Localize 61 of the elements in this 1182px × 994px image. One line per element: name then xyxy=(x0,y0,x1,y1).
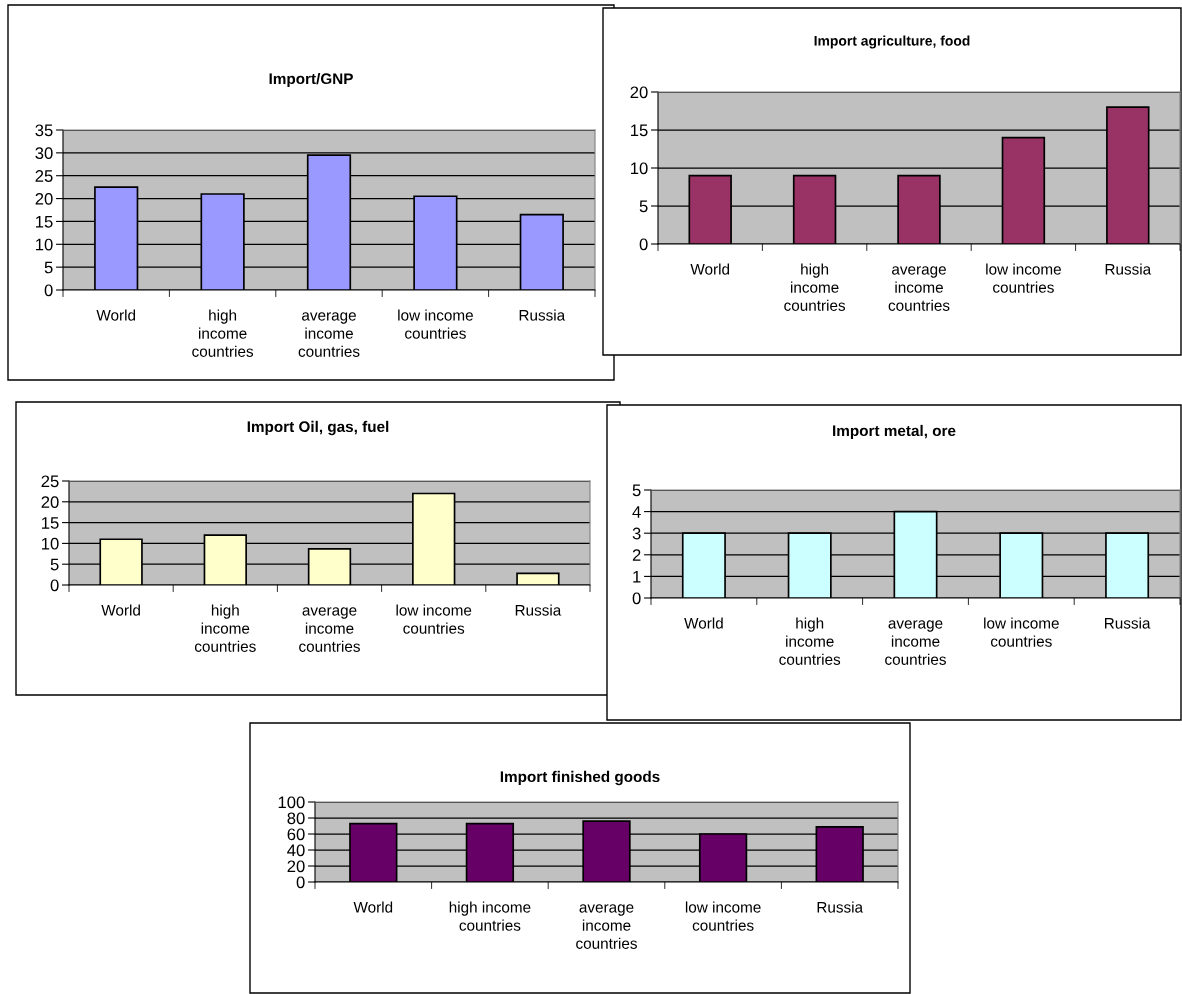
y-tick-label: 10 xyxy=(42,537,59,550)
y-tick-label: 20 xyxy=(287,860,305,873)
y-tick-label: 20 xyxy=(35,192,53,205)
y-tick-label: 0 xyxy=(44,284,53,297)
x-tick-label: low income countries xyxy=(398,309,473,339)
y-tick-label: 0 xyxy=(632,592,641,605)
y-tick-label: 20 xyxy=(630,86,648,99)
y-tick-label: 5 xyxy=(639,200,648,213)
y-tick-label: 10 xyxy=(631,162,648,175)
y-tick-label: 15 xyxy=(36,216,53,228)
x-tick-label: World xyxy=(684,617,723,629)
x-tick-label: high income countries xyxy=(194,604,256,652)
x-tick-label: World xyxy=(96,309,136,321)
y-tick-label: 5 xyxy=(44,261,53,274)
chart-title: Import agriculture, food xyxy=(814,35,970,49)
y-tick-label: 3 xyxy=(632,527,641,540)
x-tick-label: low income countries xyxy=(396,604,472,634)
x-tick-label: low income countries xyxy=(685,901,761,931)
y-tick-label: 5 xyxy=(50,558,59,571)
x-tick-label: high income countries xyxy=(784,263,846,311)
y-tick-label: 10 xyxy=(36,238,53,251)
y-tick-label: 20 xyxy=(41,496,59,508)
x-tick-label: Russia xyxy=(817,901,864,913)
chart-title: Import finished goods xyxy=(500,770,660,786)
y-tick-label: 25 xyxy=(41,475,59,488)
y-tick-label: 25 xyxy=(35,170,53,182)
x-tick-label: average income countries xyxy=(885,620,946,665)
y-tick-label: 2 xyxy=(632,549,641,561)
x-tick-label: high income countries xyxy=(192,309,254,357)
x-tick-label: low income countries xyxy=(984,617,1059,647)
y-tick-label: 1 xyxy=(633,570,641,583)
x-tick-label: World xyxy=(690,263,730,275)
y-tick-label: 0 xyxy=(296,876,305,889)
y-tick-label: 30 xyxy=(35,147,53,160)
y-tick-label: 0 xyxy=(639,238,648,251)
y-tick-label: 5 xyxy=(632,484,641,497)
x-tick-label: average income countries xyxy=(576,904,637,949)
y-tick-label: 15 xyxy=(631,124,648,137)
x-tick-label: average income countries xyxy=(888,266,950,311)
x-tick-label: average income countries xyxy=(299,607,360,652)
y-tick-label: 60 xyxy=(287,828,305,841)
y-tick-label: 0 xyxy=(50,579,59,592)
x-tick-label: Russia xyxy=(1105,263,1152,275)
x-tick-label: Russia xyxy=(1105,617,1151,629)
x-tick-label: high income countries xyxy=(449,901,531,931)
y-tick-label: 4 xyxy=(632,506,641,518)
x-tick-label: Russia xyxy=(515,604,562,616)
chart-title: Import Oil, gas, fuel xyxy=(247,420,389,436)
x-tick-label: high income countries xyxy=(779,617,841,665)
x-tick-label: average income countries xyxy=(298,312,360,357)
chart-title: Import/GNP xyxy=(269,72,353,88)
y-tick-label: 15 xyxy=(42,517,59,529)
x-tick-label: low income countries xyxy=(986,263,1061,293)
x-tick-label: Russia xyxy=(519,309,566,321)
y-tick-label: 35 xyxy=(35,124,53,137)
y-tick-label: 80 xyxy=(287,812,305,825)
y-tick-label: 40 xyxy=(287,844,305,857)
x-tick-label: World xyxy=(353,901,393,913)
y-tick-label: 100 xyxy=(278,796,305,809)
chart-title: Import metal, ore xyxy=(833,424,956,440)
x-tick-label: World xyxy=(101,604,140,616)
